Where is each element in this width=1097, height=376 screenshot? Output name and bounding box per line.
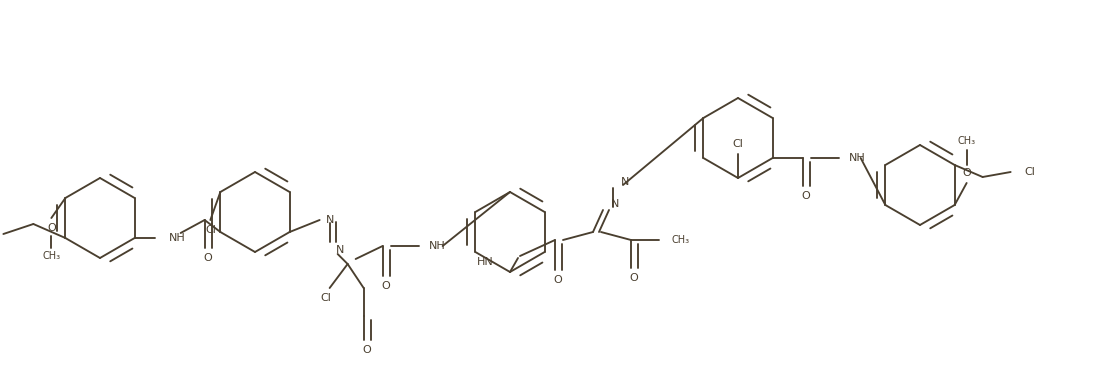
Text: NH: NH bbox=[169, 233, 185, 243]
Text: O: O bbox=[47, 223, 56, 233]
Text: O: O bbox=[801, 191, 810, 201]
Text: NH: NH bbox=[849, 153, 866, 163]
Text: HN: HN bbox=[477, 257, 494, 267]
Text: O: O bbox=[630, 273, 638, 283]
Text: O: O bbox=[962, 168, 971, 178]
Text: N: N bbox=[621, 177, 630, 187]
Text: O: O bbox=[203, 253, 212, 263]
Text: NH: NH bbox=[429, 241, 445, 251]
Text: O: O bbox=[382, 281, 391, 291]
Text: Cl: Cl bbox=[320, 293, 331, 303]
Text: CH₃: CH₃ bbox=[671, 235, 689, 245]
Text: Cl: Cl bbox=[1025, 167, 1036, 177]
Text: Cl: Cl bbox=[205, 225, 216, 235]
Text: O: O bbox=[554, 275, 563, 285]
Text: N: N bbox=[326, 215, 333, 225]
Text: O: O bbox=[362, 345, 371, 355]
Text: Cl: Cl bbox=[733, 139, 744, 149]
Text: CH₃: CH₃ bbox=[43, 251, 60, 261]
Text: CH₃: CH₃ bbox=[958, 136, 975, 146]
Text: N: N bbox=[336, 245, 344, 255]
Text: N: N bbox=[611, 199, 620, 209]
